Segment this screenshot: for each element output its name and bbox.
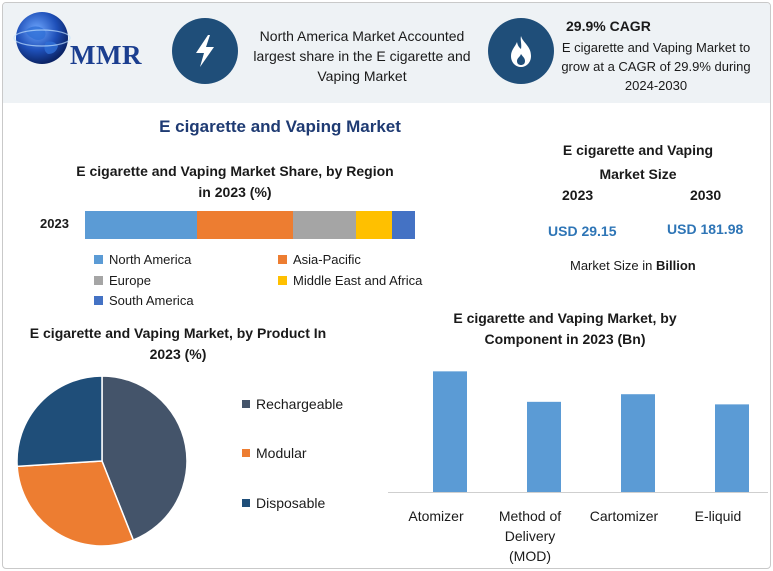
seg-north-america bbox=[85, 211, 198, 239]
component-bar bbox=[715, 404, 749, 492]
legend-label: Disposable bbox=[256, 495, 326, 511]
region-stacked-bar bbox=[85, 211, 415, 239]
region-chart-year-label: 2023 bbox=[40, 216, 69, 231]
main-title: E cigarette and Vaping Market bbox=[159, 117, 401, 136]
legend-swatch bbox=[278, 255, 287, 264]
bar-category-cartomizer: Cartomizer bbox=[589, 508, 659, 524]
pie-slice-modular bbox=[16, 460, 135, 547]
pie-slice-disposable bbox=[16, 375, 103, 468]
market-size-unit-value: Billion bbox=[656, 258, 696, 273]
bar-category-mod: Method of Delivery (MOD) bbox=[498, 508, 562, 564]
legend-south-america: South America bbox=[94, 293, 194, 308]
logo: MMR bbox=[12, 8, 162, 73]
logo-text: MMR bbox=[70, 40, 142, 70]
cagr-title: 29.9% CAGR bbox=[566, 18, 651, 34]
legend-swatch bbox=[278, 276, 287, 285]
legend-asia-pacific: Asia-Pacific bbox=[278, 252, 361, 267]
pie-slice-rechargeable bbox=[101, 375, 188, 542]
pie-legend-disposable: Disposable bbox=[242, 495, 325, 511]
market-size-value-2030: USD 181.98 bbox=[667, 221, 744, 237]
component-chart-title: E cigarette and Vaping Market, by Compon… bbox=[453, 310, 677, 347]
legend-swatch bbox=[242, 400, 250, 408]
legend-label: South America bbox=[109, 293, 194, 308]
seg-middle-east-africa bbox=[355, 211, 392, 239]
legend-label: North America bbox=[109, 252, 192, 267]
legend-swatch bbox=[242, 449, 250, 457]
component-bar bbox=[621, 394, 655, 492]
component-bar bbox=[527, 401, 561, 492]
seg-europe bbox=[292, 211, 356, 239]
legend-swatch bbox=[94, 296, 103, 305]
legend-swatch bbox=[242, 499, 250, 507]
product-pie-chart bbox=[16, 375, 188, 547]
product-chart-title: E cigarette and Vaping Market, by Produc… bbox=[29, 325, 327, 362]
bar-category-atomizer: Atomizer bbox=[408, 508, 464, 524]
legend-swatch bbox=[94, 255, 103, 264]
bar-category-e-liquid: E-liquid bbox=[694, 508, 742, 524]
market-size-unit-prefix: Market Size in bbox=[570, 258, 653, 273]
component-bar bbox=[433, 371, 467, 492]
market-size-value-2023: USD 29.15 bbox=[548, 223, 617, 239]
flame-icon bbox=[488, 18, 554, 84]
seg-south-america bbox=[391, 211, 415, 239]
region-chart-title: E cigarette and Vaping Market Share, by … bbox=[76, 163, 394, 200]
market-size-unit: Market Size in Billion bbox=[570, 258, 696, 273]
cagr-text: E cigarette and Vaping Market to grow at… bbox=[561, 40, 751, 93]
legend-north-america: North America bbox=[94, 252, 191, 267]
legend-europe: Europe bbox=[94, 273, 151, 288]
header-band bbox=[3, 3, 770, 103]
component-bar-chart bbox=[388, 371, 768, 493]
legend-label: Modular bbox=[256, 445, 307, 461]
legend-label: Europe bbox=[109, 273, 151, 288]
pie-legend-modular: Modular bbox=[242, 445, 307, 461]
market-size-year-2030: 2030 bbox=[690, 187, 722, 203]
legend-label: Rechargeable bbox=[256, 396, 344, 412]
pie-legend-rechargeable: Rechargeable bbox=[242, 396, 343, 412]
globe-icon bbox=[13, 12, 71, 64]
legend-swatch bbox=[94, 276, 103, 285]
lightning-icon bbox=[172, 18, 238, 84]
highlight-north-america-text: North America Market Accounted largest s… bbox=[253, 28, 471, 84]
legend-label: Asia-Pacific bbox=[293, 252, 361, 267]
seg-asia-pacific bbox=[197, 211, 293, 239]
legend-label: Middle East and Africa bbox=[293, 273, 423, 288]
legend-middle-east-africa: Middle East and Africa bbox=[278, 273, 422, 288]
market-size-title: E cigarette and Vaping Market Size bbox=[562, 142, 714, 182]
market-size-year-2023: 2023 bbox=[562, 187, 594, 203]
